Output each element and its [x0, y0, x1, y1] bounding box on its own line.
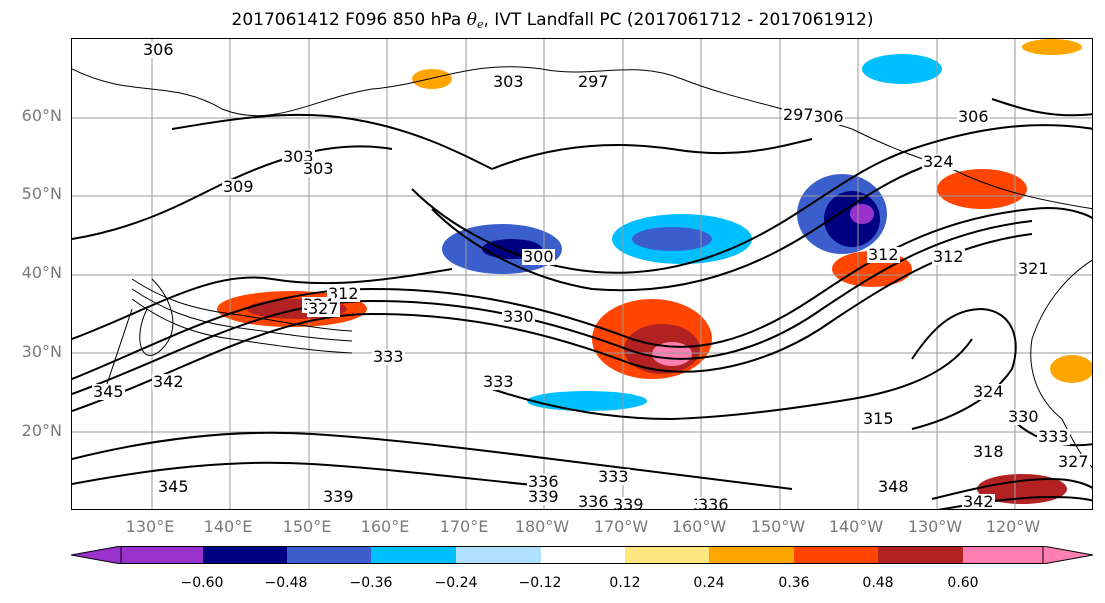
colorbar-swatch	[878, 546, 963, 564]
colorbar-tick: −0.12	[518, 575, 562, 591]
lon-label: 160°E	[360, 517, 410, 536]
lat-label: 40°N	[21, 263, 62, 282]
colorbar-tick: −0.60	[180, 575, 224, 591]
colorbar-swatch	[287, 546, 371, 564]
contour-label: 345	[157, 477, 190, 496]
map-panel: 3063032973033063032973063093123243273003…	[71, 38, 1093, 510]
figure-title: 2017061412 F096 850 hPa θe, IVT Landfall…	[0, 10, 1105, 31]
lat-label: 20°N	[21, 421, 62, 440]
contour-label: 306	[957, 107, 990, 126]
lon-label: 130°W	[907, 517, 963, 536]
contour-label: 333	[372, 347, 405, 366]
colorbar-tick: 0.24	[693, 575, 725, 591]
title-suffix: , IVT Landfall PC (2017061712 - 20170619…	[483, 10, 874, 30]
colorbar-extend-low	[71, 546, 122, 564]
colorbar-outline	[120, 546, 1044, 564]
lon-label: 140°W	[828, 517, 884, 536]
colorbar-tick: 0.48	[862, 575, 894, 591]
colorbar-swatch	[709, 546, 794, 564]
contour-label: 306	[812, 107, 845, 126]
lon-label: 160°W	[671, 517, 727, 536]
colorbar	[71, 546, 1093, 564]
title-prefix: 2017061412 F096 850 hPa	[231, 10, 462, 30]
contour-label: 303	[302, 159, 335, 178]
colorbar-tick: −0.48	[264, 575, 308, 591]
contour-label: 297	[782, 105, 815, 124]
contour-label: 297	[577, 72, 610, 91]
contour-label: 336	[697, 497, 730, 509]
contour-label: 330	[502, 307, 535, 326]
contour-label: 306	[142, 40, 175, 59]
title-theta-subscript: e	[476, 18, 484, 31]
lon-label: 150°W	[750, 517, 806, 536]
lon-label: 140°E	[203, 517, 253, 536]
contour-label: 333	[1037, 427, 1070, 446]
contour-label: 339	[612, 497, 645, 509]
contour-label: 339	[527, 487, 560, 506]
theta-e-contours-thin	[131, 278, 353, 354]
contour-label: 333	[482, 372, 515, 391]
contour-label: 318	[972, 442, 1005, 461]
lon-label: 170°W	[593, 517, 649, 536]
colorbar-swatch	[203, 546, 287, 564]
contour-label: 327	[307, 299, 340, 318]
colorbar-swatch	[625, 546, 709, 564]
contour-label: 327	[1057, 452, 1090, 471]
contour-label: 312	[932, 247, 965, 266]
theta-e-contours	[72, 98, 1092, 509]
colorbar-swatch	[371, 546, 456, 564]
map-graphic	[72, 39, 1092, 509]
contour-label: 342	[152, 372, 185, 391]
colorbar-tick: 0.12	[609, 575, 641, 591]
lat-label: 60°N	[21, 106, 62, 125]
lon-label: 180°W	[514, 517, 570, 536]
lon-label: 150°E	[282, 517, 332, 536]
colorbar-tick: −0.36	[349, 575, 393, 591]
colorbar-extend-high	[1042, 546, 1093, 564]
contour-label: 339	[322, 487, 355, 506]
contour-label: 348	[877, 477, 910, 496]
contour-label: 312	[327, 284, 360, 303]
colorbar-tick: 0.60	[947, 575, 979, 591]
colorbar-swatch	[541, 546, 625, 564]
contour-label: 330	[1007, 407, 1040, 426]
colorbar-swatch	[963, 546, 1043, 564]
contour-label: 333	[597, 467, 630, 486]
lat-label: 50°N	[21, 184, 62, 203]
contour-label: 342	[962, 492, 995, 510]
contour-label: 324	[922, 152, 955, 171]
contour-label: 336	[577, 492, 610, 510]
contour-label: 315	[862, 409, 895, 428]
lon-label: 170°E	[439, 517, 489, 536]
colorbar-swatch	[456, 546, 541, 564]
contour-label: 321	[1017, 259, 1050, 278]
colorbar-swatch	[794, 546, 878, 564]
contour-label: 336	[527, 472, 560, 491]
colorbar-tick: −0.24	[434, 575, 478, 591]
title-theta: θ	[466, 10, 477, 30]
lon-label: 120°W	[985, 517, 1041, 536]
contour-label: 303	[492, 72, 525, 91]
contour-label: 324	[972, 382, 1005, 401]
contour-label: 309	[222, 177, 255, 196]
lat-label: 30°N	[21, 342, 62, 361]
colorbar-tick: 0.36	[778, 575, 810, 591]
colorbar-swatch	[121, 546, 203, 564]
lon-label: 130°E	[125, 517, 175, 536]
contour-label: 345	[92, 382, 125, 401]
graticule	[72, 39, 1092, 509]
contour-label: 312	[867, 245, 900, 264]
contour-label: 300	[522, 247, 555, 266]
